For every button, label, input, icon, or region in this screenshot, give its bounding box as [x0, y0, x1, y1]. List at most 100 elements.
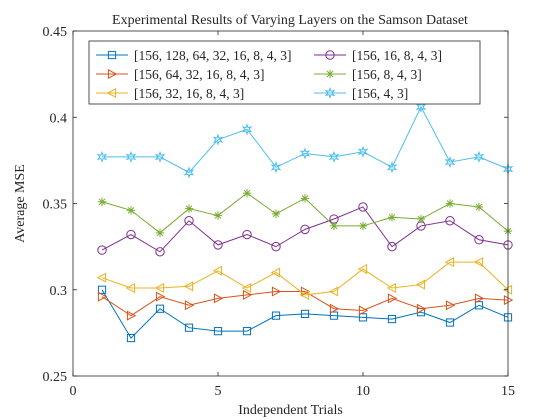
data-point — [126, 333, 136, 343]
data-point — [213, 327, 223, 336]
data-point — [212, 265, 223, 276]
data-point — [300, 224, 310, 235]
data-point — [357, 145, 369, 158]
data-point — [213, 211, 223, 220]
data-point — [445, 318, 455, 327]
series-156-8-4-3 — [97, 188, 513, 238]
series-layer — [96, 100, 514, 343]
data-point — [270, 267, 281, 278]
data-point — [155, 291, 166, 302]
legend-item: [156, 128, 64, 32, 16, 8, 4, 3] — [96, 48, 292, 63]
y-axis-label: Average MSE — [13, 164, 28, 243]
data-point — [473, 257, 484, 268]
data-point — [97, 245, 107, 255]
x-tick-label: 5 — [215, 384, 222, 399]
legend-marker — [107, 50, 117, 60]
data-point — [329, 303, 340, 314]
legend-item: [156, 4, 3] — [314, 86, 408, 101]
data-point — [183, 281, 194, 292]
series-156-4-3 — [96, 100, 514, 179]
data-point — [126, 206, 136, 215]
data-point — [241, 282, 252, 294]
data-point — [271, 311, 281, 320]
data-point — [126, 310, 137, 321]
data-point — [154, 282, 165, 294]
data-point — [445, 300, 456, 311]
data-point — [386, 282, 397, 294]
axes: 0 5 10 15 0.25 0.3 0.35 0.4 0.45 — [43, 25, 516, 399]
legend-label: [156, 16, 8, 4, 3] — [352, 48, 442, 63]
data-point — [242, 289, 253, 300]
data-point — [474, 235, 484, 245]
legend-item: [156, 64, 32, 16, 8, 4, 3] — [96, 67, 265, 82]
data-point — [125, 150, 137, 164]
data-point — [242, 327, 252, 336]
data-point — [271, 286, 282, 297]
data-point — [416, 303, 427, 314]
legend-marker — [107, 68, 118, 80]
legend-box — [88, 40, 481, 105]
series-156-128-64-32-16-8-4-3 — [97, 285, 513, 343]
series-line — [101, 289, 509, 339]
data-point — [96, 272, 107, 283]
data-point — [299, 289, 310, 300]
legend-label: [156, 32, 16, 8, 4, 3] — [134, 86, 244, 101]
data-point — [358, 202, 368, 212]
legend-label: [156, 8, 4, 3] — [352, 67, 422, 82]
data-point — [358, 221, 368, 231]
data-point — [386, 161, 398, 174]
data-point — [184, 204, 194, 213]
data-point — [329, 221, 339, 231]
data-point — [270, 161, 282, 174]
legend-item: [156, 8, 4, 3] — [314, 67, 422, 82]
data-point — [444, 155, 456, 169]
data-point — [96, 150, 108, 164]
series-line — [101, 206, 509, 253]
data-point — [126, 229, 136, 240]
data-point — [242, 229, 252, 240]
data-point — [97, 291, 108, 302]
data-point — [473, 150, 485, 164]
legend-marker — [325, 69, 335, 79]
data-point — [415, 100, 427, 114]
data-point — [212, 133, 224, 146]
data-point — [329, 311, 339, 320]
data-point — [155, 247, 165, 257]
data-point — [155, 228, 165, 238]
series-line — [101, 261, 509, 296]
x-tick-label: 0 — [70, 384, 77, 399]
legend-marker — [106, 87, 117, 99]
y-tick-label: 0.4 — [50, 111, 68, 126]
data-point — [97, 197, 107, 206]
legend-item: [156, 16, 8, 4, 3] — [314, 48, 442, 63]
data-point — [416, 214, 426, 224]
legend-label: [156, 128, 64, 32, 16, 8, 4, 3] — [134, 48, 292, 63]
data-point — [213, 293, 224, 304]
chart-title: Experimental Results of Varying Layers o… — [112, 13, 468, 28]
data-point — [387, 314, 397, 324]
data-point — [299, 147, 311, 160]
x-tick-label: 10 — [356, 384, 370, 399]
data-point — [328, 150, 340, 164]
legend: [156, 128, 64, 32, 16, 8, 4, 3] [156, 64,… — [88, 40, 481, 105]
data-point — [415, 279, 426, 290]
x-tick-label: 15 — [501, 384, 515, 399]
data-point — [213, 240, 223, 250]
y-tick-label: 0.25 — [43, 370, 68, 385]
data-point — [445, 216, 455, 226]
data-point — [271, 241, 281, 252]
data-point — [387, 241, 397, 252]
legend-label: [156, 4, 3] — [352, 86, 408, 101]
legend-item: [156, 32, 16, 8, 4, 3] — [96, 86, 244, 101]
y-tick-label: 0.45 — [43, 25, 68, 40]
data-point — [358, 313, 368, 322]
data-point — [474, 301, 484, 310]
data-point — [474, 293, 485, 304]
series-line — [102, 105, 509, 174]
data-point — [328, 286, 339, 297]
data-point — [358, 305, 369, 316]
data-point — [387, 293, 398, 304]
series-line — [101, 290, 509, 317]
legend-marker — [324, 86, 336, 100]
data-point — [184, 216, 194, 226]
